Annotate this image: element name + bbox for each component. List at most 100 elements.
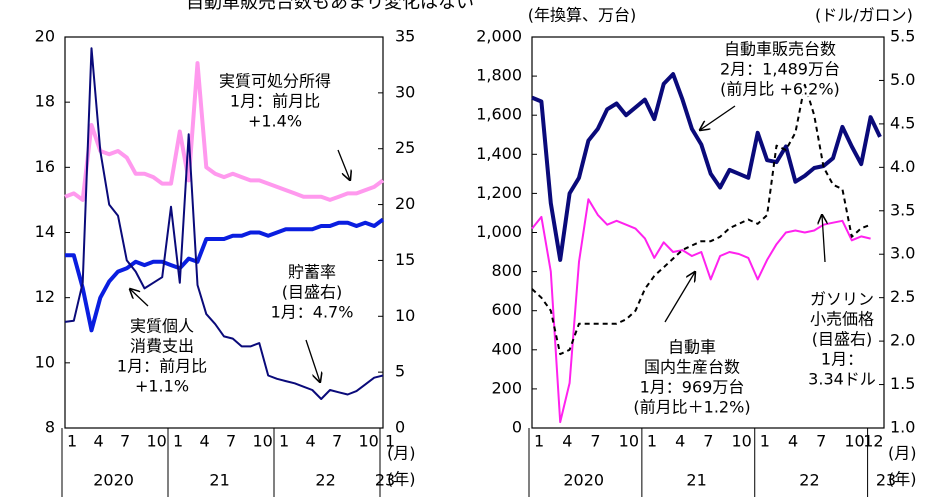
x-tick-label: 10 [359, 432, 379, 451]
y-tick-label: 10 [35, 352, 55, 371]
y-tick-label: 800 [491, 261, 522, 280]
y-tick-label: 14 [35, 222, 55, 241]
y2-tick-label: 5.0 [890, 70, 915, 89]
y2-tick-label: 10 [395, 306, 415, 325]
x-tick-label: 7 [332, 432, 342, 451]
x-tick-label: 1 [67, 432, 77, 451]
series-line [64, 61, 385, 202]
y-tick-label: 1,400 [476, 144, 522, 163]
plot-frame [64, 36, 384, 429]
x-tick-label: 4 [788, 432, 798, 451]
y-tick-label: 16 [35, 157, 55, 176]
annotation: 1月：前月比 [117, 357, 207, 376]
y2-tick-label: 30 [395, 82, 415, 101]
annotation: 1月：969万台 [640, 378, 745, 397]
y-tick-label: 200 [491, 378, 522, 397]
x-unit: (月) [888, 444, 917, 463]
year-label: 2020 [563, 471, 604, 490]
y2-tick-label: 35 [395, 27, 415, 46]
x-tick-label: 1 [173, 432, 183, 451]
year-label: 2020 [93, 471, 134, 490]
y2-tick-label: 20 [395, 194, 415, 213]
y-tick-label: 1,600 [476, 105, 522, 124]
y2-tick-label: 5.5 [890, 27, 915, 46]
x-tick-label: 7 [703, 432, 713, 451]
annotation-arrow [305, 339, 320, 382]
chart-title: 自動車販売台数もあまり変化はない [186, 0, 474, 13]
annotation: 実質個人 [130, 317, 194, 336]
year-label: 21 [209, 471, 229, 490]
x-tick-label: 1 [385, 432, 395, 451]
x-tick-label: 4 [306, 432, 316, 451]
y2-tick-label: 5 [395, 362, 405, 381]
y-tick-label: 18 [35, 92, 55, 111]
x-tick-label: 12 [863, 432, 883, 451]
year-label: 23 [876, 471, 896, 490]
x-tick-label: 1 [534, 432, 544, 451]
y2-tick-label: 2.0 [890, 331, 915, 350]
y-tick-label: 0 [512, 418, 522, 437]
year-label: 23 [375, 471, 395, 490]
annotation: 1月：4.7% [271, 303, 354, 322]
y2-tick-label: 25 [395, 138, 415, 157]
y2-tick-label: 4.5 [890, 113, 915, 132]
annotation: 2月：1,489万台 [720, 60, 840, 79]
year-label: 21 [686, 471, 706, 490]
y2-tick-label: 1.5 [890, 374, 915, 393]
x-unit: (月) [387, 444, 416, 463]
x-unit2: (年) [888, 470, 917, 489]
series-line [64, 47, 384, 400]
annotation-arrow [337, 149, 350, 180]
y-tick-label: 8 [45, 418, 55, 437]
y-axis-label: (年換算、万台) [528, 6, 637, 25]
annotation: 国内生産台数 [644, 358, 740, 377]
x-tick-label: 10 [253, 432, 273, 451]
y2-tick-label: 2.5 [890, 287, 915, 306]
annotation: 1月：前月比 [230, 92, 320, 111]
x-tick-label: 4 [675, 432, 685, 451]
x-tick-label: 1 [760, 432, 770, 451]
y-tick-label: 1,200 [476, 183, 522, 202]
y-tick-label: 12 [35, 287, 55, 306]
y2-tick-label: 4.0 [890, 157, 915, 176]
annotation: ガソリン [810, 290, 874, 309]
annotation: 実質可処分所得 [219, 72, 331, 91]
annotation: 1月： [821, 350, 863, 369]
series-line [531, 198, 871, 424]
series-line [531, 72, 882, 262]
year-label: 22 [315, 471, 335, 490]
x-tick-label: 10 [147, 432, 167, 451]
annotation: (目盛右) [282, 283, 343, 302]
x-tick-label: 7 [226, 432, 236, 451]
annotation: 自動車 [668, 338, 716, 357]
annotation-arrow [822, 215, 825, 263]
annotation-arrow [130, 289, 149, 307]
x-tick-label: 10 [844, 432, 864, 451]
x-tick-label: 7 [120, 432, 130, 451]
y2-tick-label: 3.0 [890, 244, 915, 263]
series-line [65, 217, 385, 333]
y-tick-label: 1,000 [476, 222, 522, 241]
annotation: +1.1% [135, 377, 189, 396]
annotation: 消費支出 [130, 337, 194, 356]
y-tick-label: 600 [491, 300, 522, 319]
series-line [531, 83, 871, 356]
year-label: 22 [799, 471, 819, 490]
y-tick-label: 1,800 [476, 66, 522, 85]
annotation: (前月比 +6.2%) [720, 80, 840, 99]
annotation-arrow [664, 272, 695, 323]
annotation: 自動車販売台数 [724, 40, 836, 59]
y2-tick-label: 15 [395, 250, 415, 269]
annotation: 3.34ドル [808, 370, 876, 389]
x-tick-label: 4 [94, 432, 104, 451]
y2-tick-label: 3.5 [890, 200, 915, 219]
y-tick-label: 20 [35, 27, 55, 46]
y-tick-label: 400 [491, 339, 522, 358]
y2-tick-label: 1.0 [890, 418, 915, 437]
y-tick-label: 2,000 [476, 27, 522, 46]
x-tick-label: 4 [562, 432, 572, 451]
x-tick-label: 4 [200, 432, 210, 451]
x-tick-label: 10 [619, 432, 639, 451]
annotation: (前月比＋1.2%) [633, 398, 750, 417]
